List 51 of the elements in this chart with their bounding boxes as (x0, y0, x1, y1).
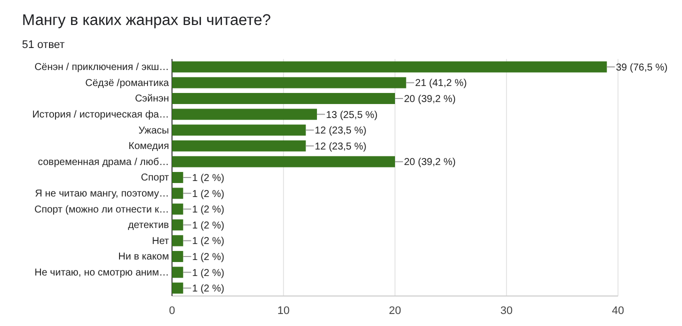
y-tick-label: детектив (128, 220, 169, 232)
data-label: 1 (2 %) (192, 252, 224, 263)
y-tick-label: Ни в каком (118, 252, 170, 263)
y-tick-label: Ужасы (138, 125, 169, 136)
y-tick-label: Спорт (140, 172, 170, 184)
text: 51 ответ (22, 39, 65, 51)
y-tick-label: Я не читаю мангу, поэтому… (34, 188, 169, 200)
data-label: 12 (23,5 %) (314, 141, 367, 152)
bar (172, 235, 184, 246)
data-label: 20 (39,2 %) (404, 94, 456, 105)
data-label: 1 (2 %) (192, 173, 224, 184)
bar (172, 140, 306, 152)
x-tick-label: 10 (277, 304, 290, 317)
bar (172, 188, 184, 199)
y-tick-label: Комедия (128, 141, 169, 152)
data-label: 1 (2 %) (192, 268, 224, 279)
y-tick-label: Спорт (можно ли отнести к… (34, 204, 169, 216)
x-tick-label: 20 (388, 304, 402, 317)
y-tick-label: Сёдзё /романтика (85, 78, 170, 89)
bar (172, 250, 184, 262)
y-tick-label: Сэйнэн (134, 94, 169, 105)
bar (172, 204, 184, 215)
bar (172, 77, 406, 88)
data-label: 39 (76,5 %) (616, 62, 668, 74)
y-tick-label: История / историческая фа… (32, 110, 169, 120)
bar (172, 108, 317, 120)
data-label: 13 (25,5 %) (326, 110, 378, 121)
data-label: 20 (39,2 %) (404, 157, 456, 168)
bar (172, 156, 395, 168)
bar (172, 282, 184, 294)
data-label: 1 (2 %) (192, 236, 224, 248)
bar (172, 124, 306, 136)
bar (172, 266, 184, 278)
data-label: 21 (41,2 %) (415, 78, 467, 90)
y-tick-label: Не читаю, но смотрю аним… (34, 268, 169, 278)
y-tick-label: Нет (152, 236, 170, 247)
data-label: 12 (23,5 %) (314, 126, 367, 137)
bar (172, 61, 607, 72)
bar (172, 219, 184, 230)
data-label: 1 (2 %) (192, 220, 224, 232)
x-tick-label: 40 (612, 304, 624, 317)
y-tick-label: современная драма / люб… (38, 156, 169, 168)
data-label: 1 (2 %) (192, 204, 224, 216)
x-tick-label: 30 (500, 304, 513, 317)
y-tick-label: Сёнэн / приключения / экш… (34, 62, 169, 74)
chart-title: Мангу в каких жанрах вы читаете? (22, 12, 272, 29)
x-tick-label: 0 (168, 304, 176, 317)
bar (172, 92, 395, 104)
data-label: 1 (2 %) (192, 284, 224, 295)
data-label: 1 (2 %) (192, 188, 224, 200)
bar (172, 172, 184, 184)
